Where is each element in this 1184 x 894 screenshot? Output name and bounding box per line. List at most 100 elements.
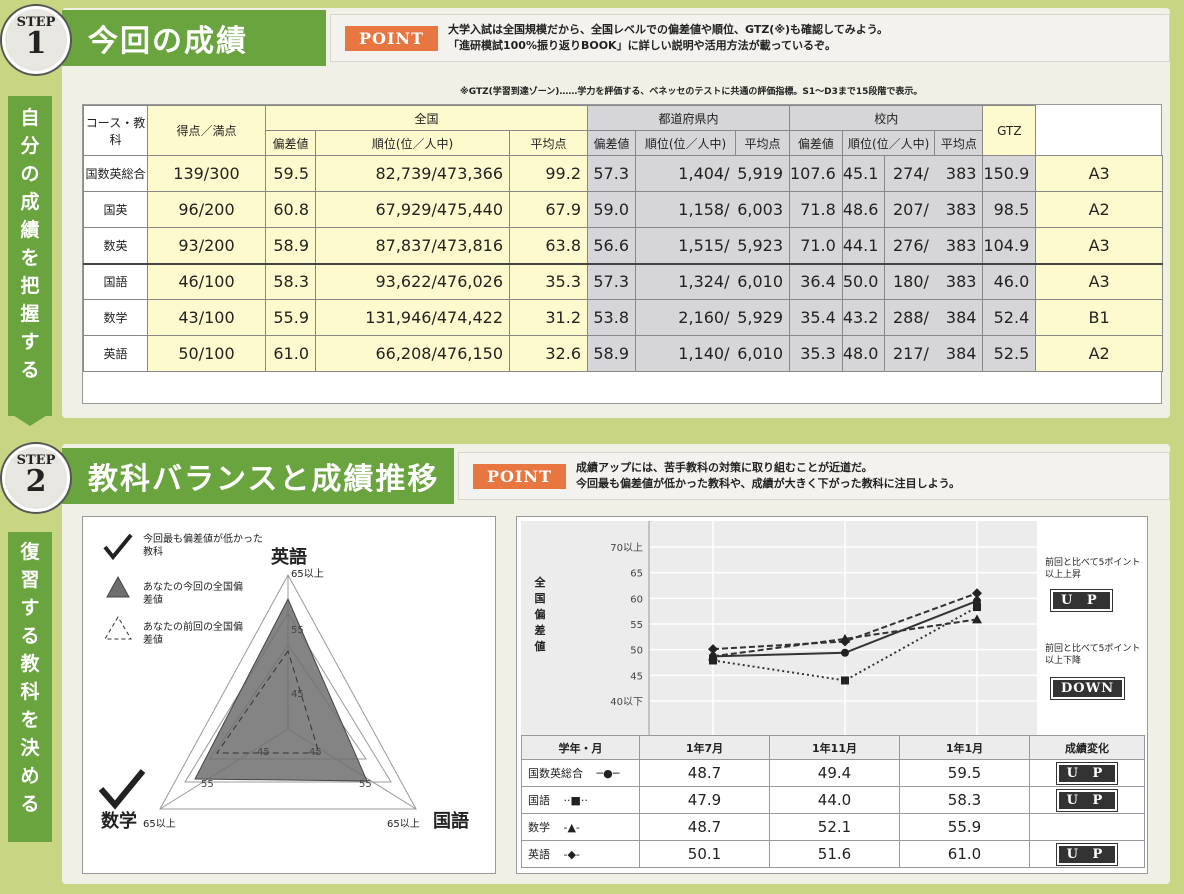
cell-n-dev: 59.5 bbox=[265, 155, 316, 192]
radar-outer-ring bbox=[159, 573, 417, 810]
vertical-char: 績 bbox=[20, 219, 40, 241]
cell-s-dev: 48.6 bbox=[841, 191, 886, 228]
cell-n-avg: 32.6 bbox=[509, 335, 588, 372]
cell-p-dev: 59.0 bbox=[587, 191, 636, 228]
point-label: POINT bbox=[345, 25, 438, 51]
line-chart: 70以上 65 60 55 50 45 40以下 bbox=[610, 521, 1037, 735]
cell-s-avg: 52.5 bbox=[982, 335, 1037, 372]
y-tick-label: 50 bbox=[630, 646, 643, 657]
vertical-char: す bbox=[20, 597, 40, 619]
score-row: 数学 43/100 55.9 131,946/474,422 31.2 53.8 2,160… bbox=[83, 299, 1163, 336]
data-point bbox=[708, 651, 718, 661]
cell-n-dev: 55.9 bbox=[265, 299, 316, 336]
cell-p-dev: 57.3 bbox=[587, 155, 636, 192]
cell-p-total: 5,929 bbox=[735, 299, 790, 336]
cell-n-dev: 60.8 bbox=[265, 191, 316, 228]
cell-n-avg: 99.2 bbox=[509, 155, 588, 192]
avg-header: 平均点 bbox=[509, 130, 588, 156]
avg-header: 平均点 bbox=[934, 130, 984, 156]
cell-n-rank: 82,739/473,366 bbox=[315, 155, 510, 192]
cell-s-total: 384 bbox=[934, 335, 984, 372]
cell-p-dev: 56.6 bbox=[587, 227, 636, 265]
up-badge: U P bbox=[1051, 590, 1112, 611]
step1-point-box: POINT 大学入試は全国規模だから、全国レベルでの偏差値や順位、GTZ(※)も… bbox=[330, 14, 1170, 62]
cell-s-dev: 45.1 bbox=[841, 155, 886, 192]
cell-gtz: A3 bbox=[1035, 263, 1163, 300]
cell-p-total: 6,010 bbox=[735, 335, 790, 372]
axis-math: 数学 bbox=[101, 811, 137, 832]
vertical-char: を bbox=[20, 709, 40, 731]
vertical-char: 自 bbox=[20, 107, 40, 129]
ring-label: 55 bbox=[291, 625, 304, 636]
trend-value: 52.1 bbox=[769, 813, 900, 841]
data-point bbox=[708, 644, 718, 655]
cell-s-total: 383 bbox=[934, 263, 984, 300]
trend-header: 1年7月 bbox=[639, 735, 770, 760]
cell-s-dev: 43.2 bbox=[841, 299, 886, 336]
vertical-char: を bbox=[20, 247, 40, 269]
cell-s-rank: 217/ bbox=[884, 335, 935, 372]
cell-gtz: A2 bbox=[1035, 335, 1163, 372]
cell-score: 50/100 bbox=[147, 335, 266, 372]
cell-gtz: A3 bbox=[1035, 155, 1163, 192]
cell-s-dev: 48.0 bbox=[841, 335, 886, 372]
cell-p-rank: 1,404/ bbox=[635, 155, 736, 192]
cell-p-total: 5,919 bbox=[735, 155, 790, 192]
radar-previous-area bbox=[216, 649, 320, 754]
step-label: STEP bbox=[16, 453, 56, 468]
cell-s-rank: 288/ bbox=[884, 299, 935, 336]
cell-p-rank: 1,515/ bbox=[635, 227, 736, 265]
axis-math-max: 65以上 bbox=[143, 819, 176, 830]
trend-row: 英語 -◆- 50.1 51.6 61.0 U P bbox=[521, 840, 1145, 868]
vertical-char: る bbox=[20, 625, 40, 647]
rank-header: 順位(位／人中) bbox=[841, 130, 936, 156]
ring-label: 55 bbox=[359, 779, 372, 790]
up-badge: U P bbox=[1056, 789, 1118, 811]
check-icon bbox=[103, 533, 133, 561]
step2-title: 教科バランスと成績推移 bbox=[62, 448, 454, 504]
radar-panel: 今回最も偏差値が低かった教科 あなたの今回の全国偏差値 あなたの前回の全国偏差値… bbox=[82, 516, 496, 874]
y-tick-label: 55 bbox=[630, 620, 643, 631]
score-row: 数英 93/200 58.9 87,837/473,816 63.8 56.6 1,515/… bbox=[83, 227, 1163, 265]
data-point bbox=[841, 676, 849, 685]
step1-vertical-label: 自分の成績を把握する bbox=[8, 96, 52, 416]
vertical-char: 教 bbox=[20, 653, 40, 675]
score-table-wrap: コース・教科 得点／満点 全国 都道府県内 校内 GTZ 偏差値 順位(位／人中… bbox=[82, 104, 1163, 404]
school-header: 校内 bbox=[788, 105, 984, 131]
cell-s-rank: 207/ bbox=[884, 191, 935, 228]
cell-n-avg: 31.2 bbox=[509, 299, 588, 336]
up-badge: U P bbox=[1056, 843, 1118, 865]
radar-current-area bbox=[194, 597, 368, 782]
cell-s-rank: 180/ bbox=[884, 263, 935, 300]
step2-badge: STEP 2 bbox=[2, 444, 70, 512]
vertical-char: る bbox=[20, 793, 40, 815]
point-text-2: 「進研模試100%振り返りBOOK」に詳しい説明や活用方法が載っているぞ。 bbox=[447, 39, 837, 52]
radar-chart bbox=[98, 533, 417, 810]
data-point bbox=[972, 614, 982, 624]
step-label: STEP bbox=[16, 15, 56, 30]
national-header: 全国 bbox=[265, 105, 588, 131]
cell-p-total: 6,003 bbox=[735, 191, 790, 228]
score-header: 得点／満点 bbox=[147, 105, 266, 156]
step1-title-text: 今回の成績 bbox=[88, 24, 248, 59]
data-point bbox=[841, 648, 849, 657]
vertical-char: め bbox=[20, 765, 40, 787]
trend-row: 数学 -▲- 48.7 52.1 55.9 bbox=[521, 813, 1145, 841]
up-legend-text: 前回と比べて5ポイント以上上昇 bbox=[1045, 558, 1141, 580]
score-row: 国語 46/100 58.3 93,622/476,026 35.3 57.3 1,324/… bbox=[83, 263, 1163, 300]
cell-subject: 国英 bbox=[83, 191, 148, 228]
cell-subject: 英語 bbox=[83, 335, 148, 372]
arrow-icon bbox=[8, 412, 52, 426]
legend-current-text: あなたの今回の全国偏差値 bbox=[143, 582, 243, 606]
data-point bbox=[840, 636, 850, 647]
trend-value: 51.6 bbox=[769, 840, 900, 868]
data-point bbox=[973, 596, 981, 605]
cell-s-avg: 104.9 bbox=[982, 227, 1037, 265]
plot-area bbox=[521, 521, 1037, 735]
cell-s-rank: 274/ bbox=[884, 155, 935, 192]
data-point bbox=[709, 656, 717, 665]
ring-label: 55 bbox=[201, 779, 214, 790]
rank-header: 順位(位／人中) bbox=[635, 130, 736, 156]
step1-title: 今回の成績 bbox=[62, 10, 326, 66]
trend-value: 58.3 bbox=[899, 786, 1030, 814]
